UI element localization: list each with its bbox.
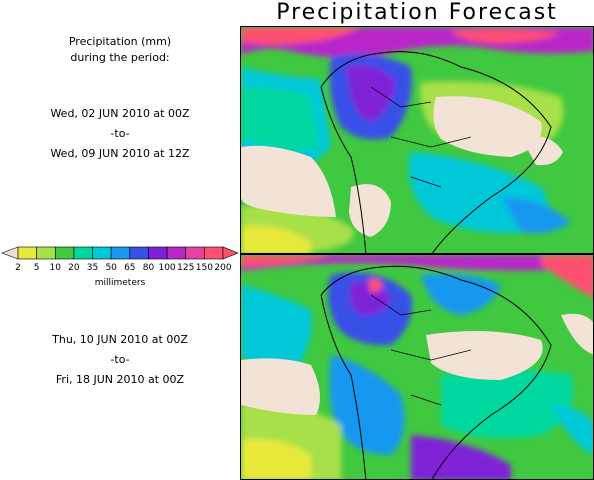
map-1-borders xyxy=(370,86,472,188)
map-2-dry-areas xyxy=(241,313,593,415)
legend-tick-label: 125 xyxy=(177,263,195,273)
legend-color-swatch xyxy=(204,246,224,260)
legend-color-swatch xyxy=(54,246,75,260)
legend-tick-label: 2 xyxy=(15,263,21,273)
period-1-end: Wed, 09 JUN 2010 at 12Z xyxy=(50,147,190,160)
legend-tick-label: 5 xyxy=(33,263,40,273)
map-2-coastline xyxy=(320,265,552,479)
forecast-map-period-2 xyxy=(240,254,594,480)
forecast-map-period-1 xyxy=(240,26,594,254)
legend-tick-label: 50 xyxy=(105,263,117,273)
period-1-start: Wed, 02 JUN 2010 at 00Z xyxy=(50,107,190,120)
legend-color-swatch xyxy=(129,246,149,260)
legend-tick-label: 200 xyxy=(214,263,232,273)
legend-tick-label: 20 xyxy=(68,263,80,273)
legend-tick-label: 65 xyxy=(124,263,136,273)
legend-tick-label: 10 xyxy=(49,263,61,273)
legend-color-swatch xyxy=(110,246,131,260)
color-legend: 2 5 10 20 35 50 65 80 100 125 150 200 millimeters xyxy=(0,244,240,294)
legend-below-arrow xyxy=(1,246,19,260)
legend-color-swatch xyxy=(148,246,168,260)
legend-color-swatch xyxy=(185,246,205,260)
period-1-label: Wed, 02 JUN 2010 at 00Z -to- Wed, 09 JUN… xyxy=(0,106,240,162)
map-1-precip-field xyxy=(241,27,593,253)
intro-text: Precipitation (mm) during the period: xyxy=(0,34,240,66)
period-2-label: Thu, 10 JUN 2010 at 00Z -to- Fri, 18 JUN… xyxy=(0,332,240,388)
legend-tick-label: 35 xyxy=(86,263,99,273)
legend-tick-labels: 2 5 10 20 35 50 65 80 100 125 150 200 xyxy=(15,263,231,275)
map-2-graphic xyxy=(241,255,593,479)
map-1-dry-areas xyxy=(241,96,563,237)
period-2-end: Fri, 18 JUN 2010 at 00Z xyxy=(55,373,185,386)
legend-color-swatch xyxy=(36,246,56,260)
map-1-coastline xyxy=(320,51,552,253)
map-2-precip-field xyxy=(241,255,593,479)
legend-above-arrow xyxy=(222,246,239,260)
intro-line-2: during the period: xyxy=(70,51,170,64)
legend-tick-label: 80 xyxy=(142,263,155,273)
legend-color-swatch xyxy=(166,246,187,260)
intro-line-1: Precipitation (mm) xyxy=(68,35,172,48)
legend-color-bar xyxy=(1,246,239,260)
map-1-graphic xyxy=(241,27,593,253)
period-2-start: Thu, 10 JUN 2010 at 00Z xyxy=(52,333,188,346)
legend-color-swatch xyxy=(17,246,37,260)
period-2-separator: -to- xyxy=(110,353,130,366)
legend-unit: millimeters xyxy=(94,278,146,288)
page-title: Precipitation Forecast xyxy=(276,0,558,25)
period-1-separator: -to- xyxy=(110,127,130,140)
map-2-borders xyxy=(370,294,472,406)
legend-tick-label: 100 xyxy=(158,263,176,273)
legend-color-swatch xyxy=(92,246,112,260)
legend-tick-label: 150 xyxy=(195,263,213,273)
legend-color-swatch xyxy=(73,246,93,260)
